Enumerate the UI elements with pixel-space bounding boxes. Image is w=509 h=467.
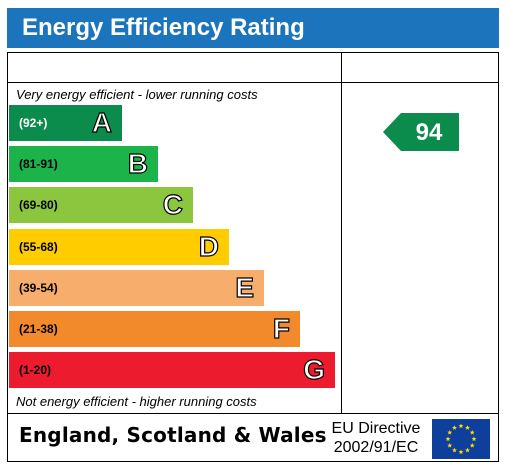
band-letter: E [235, 271, 255, 303]
eu-star-icon [458, 449, 464, 455]
eu-star-icon [465, 425, 470, 430]
eu-star-icon [469, 442, 475, 448]
rating-frame [7, 52, 499, 462]
rating-band-e: (39-54) E [9, 270, 264, 306]
band-range-label: (39-54) [19, 281, 58, 295]
rating-band-d: (55-68) D [9, 229, 229, 265]
band-range-label: (55-68) [19, 240, 58, 254]
eu-star-icon [471, 436, 477, 442]
eu-star-icon [465, 447, 470, 453]
rating-band-c: (69-80) C [9, 187, 193, 223]
eu-star-icon [447, 429, 453, 435]
column-divider [341, 52, 342, 413]
eu-star-icon [445, 436, 451, 442]
bottom-caption: Not energy efficient - higher running co… [16, 394, 257, 409]
eu-directive: EU Directive 2002/91/EC [322, 419, 430, 457]
top-caption: Very energy efficient - lower running co… [16, 87, 258, 102]
band-letter: F [272, 312, 290, 344]
eu-star-icon [452, 447, 457, 453]
eu-star-icon [469, 429, 475, 435]
chart-title: Energy Efficiency Rating [7, 8, 499, 48]
band-range-label: (69-80) [19, 198, 58, 212]
eu-directive-line1: EU Directive [331, 420, 421, 437]
current-rating-arrow: 94 [383, 113, 459, 151]
band-letter: C [162, 188, 183, 220]
eu-directive-line2: 2002/91/EC [333, 439, 419, 456]
band-letter: B [127, 147, 148, 179]
footer-region: England, Scotland & Wales [19, 423, 327, 447]
current-rating-value: 94 [416, 119, 443, 146]
eu-star-icon [447, 442, 453, 448]
band-letter: D [198, 230, 219, 262]
band-letter: G [303, 353, 326, 385]
band-letter: A [91, 106, 112, 138]
header-divider [7, 82, 499, 83]
rating-band-f: (21-38) F [9, 311, 300, 347]
eu-star-icon [458, 423, 464, 429]
band-range-label: (1-20) [19, 363, 52, 377]
footer-divider [7, 413, 499, 414]
band-range-label: (81-91) [19, 157, 58, 171]
band-range-label: (21-38) [19, 322, 58, 336]
eu-flag-icon [432, 419, 490, 459]
eu-star-icon [452, 425, 457, 430]
rating-band-b: (81-91) B [9, 146, 158, 182]
rating-band-a: (92+) A [9, 105, 122, 141]
current-rating-shape [383, 113, 459, 151]
rating-band-g: (1-20) G [9, 352, 335, 388]
band-range-label: (92+) [19, 116, 48, 130]
